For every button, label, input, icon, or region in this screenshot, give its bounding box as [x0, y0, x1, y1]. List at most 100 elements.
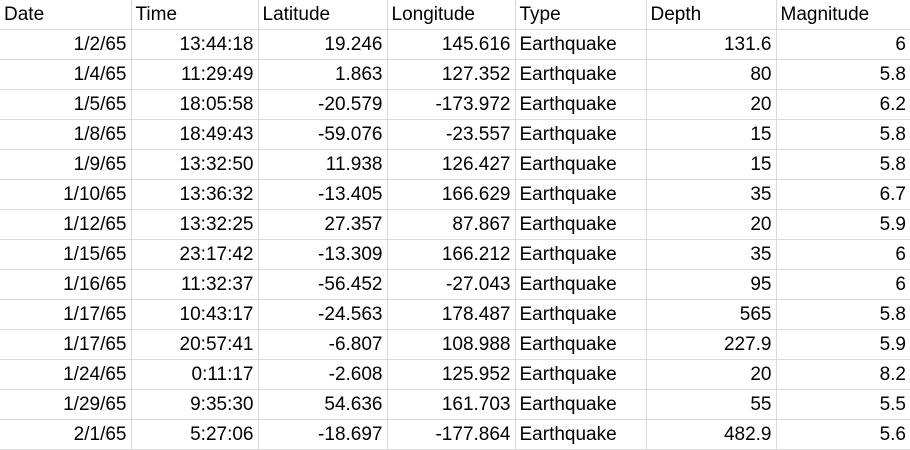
cell-depth[interactable]: 95 — [646, 269, 777, 300]
cell-longitude[interactable]: -173.972 — [387, 89, 516, 120]
cell-date[interactable]: 1/16/65 — [0, 269, 132, 300]
cell-magnitude[interactable]: 5.8 — [776, 149, 910, 180]
cell-date[interactable]: 1/29/65 — [0, 389, 132, 420]
cell-date[interactable]: 1/17/65 — [0, 329, 132, 360]
cell-time[interactable]: 11:32:37 — [131, 269, 259, 300]
cell-longitude[interactable]: 145.616 — [387, 29, 516, 60]
cell-depth[interactable]: 565 — [646, 299, 777, 330]
header-cell-latitude[interactable]: Latitude — [258, 0, 388, 30]
cell-type[interactable]: Earthquake — [515, 179, 647, 210]
cell-type[interactable]: Earthquake — [515, 389, 647, 420]
cell-time[interactable]: 10:43:17 — [131, 299, 259, 330]
cell-time[interactable]: 13:32:50 — [131, 149, 259, 180]
cell-latitude[interactable]: 27.357 — [258, 209, 388, 240]
cell-latitude[interactable]: 54.636 — [258, 389, 388, 420]
cell-type[interactable]: Earthquake — [515, 29, 647, 60]
cell-depth[interactable]: 15 — [646, 149, 777, 180]
cell-longitude[interactable]: 125.952 — [387, 359, 516, 390]
cell-date[interactable]: 1/9/65 — [0, 149, 132, 180]
header-cell-date[interactable]: Date — [0, 0, 132, 30]
cell-date[interactable]: 1/10/65 — [0, 179, 132, 210]
cell-magnitude[interactable]: 5.5 — [776, 389, 910, 420]
header-cell-type[interactable]: Type — [515, 0, 647, 30]
cell-type[interactable]: Earthquake — [515, 269, 647, 300]
cell-longitude[interactable]: 127.352 — [387, 59, 516, 90]
cell-longitude[interactable]: -177.864 — [387, 419, 516, 450]
cell-magnitude[interactable]: 5.8 — [776, 119, 910, 150]
cell-magnitude[interactable]: 6 — [776, 269, 910, 300]
cell-latitude[interactable]: -56.452 — [258, 269, 388, 300]
cell-depth[interactable]: 15 — [646, 119, 777, 150]
cell-magnitude[interactable]: 6.2 — [776, 89, 910, 120]
cell-depth[interactable]: 131.6 — [646, 29, 777, 60]
cell-date[interactable]: 1/8/65 — [0, 119, 132, 150]
cell-depth[interactable]: 482.9 — [646, 419, 777, 450]
cell-longitude[interactable]: 126.427 — [387, 149, 516, 180]
cell-type[interactable]: Earthquake — [515, 329, 647, 360]
cell-time[interactable]: 11:29:49 — [131, 59, 259, 90]
cell-date[interactable]: 2/1/65 — [0, 419, 132, 450]
cell-longitude[interactable]: 108.988 — [387, 329, 516, 360]
cell-latitude[interactable]: 19.246 — [258, 29, 388, 60]
cell-time[interactable]: 13:32:25 — [131, 209, 259, 240]
header-cell-depth[interactable]: Depth — [646, 0, 777, 30]
cell-magnitude[interactable]: 5.8 — [776, 59, 910, 90]
cell-depth[interactable]: 80 — [646, 59, 777, 90]
cell-magnitude[interactable]: 5.9 — [776, 209, 910, 240]
cell-time[interactable]: 13:44:18 — [131, 29, 259, 60]
cell-time[interactable]: 20:57:41 — [131, 329, 259, 360]
cell-latitude[interactable]: -13.309 — [258, 239, 388, 270]
cell-time[interactable]: 18:05:58 — [131, 89, 259, 120]
cell-type[interactable]: Earthquake — [515, 359, 647, 390]
cell-magnitude[interactable]: 6.7 — [776, 179, 910, 210]
cell-type[interactable]: Earthquake — [515, 239, 647, 270]
cell-magnitude[interactable]: 6 — [776, 29, 910, 60]
cell-magnitude[interactable]: 5.9 — [776, 329, 910, 360]
cell-type[interactable]: Earthquake — [515, 59, 647, 90]
cell-longitude[interactable]: 161.703 — [387, 389, 516, 420]
cell-magnitude[interactable]: 6 — [776, 239, 910, 270]
header-cell-time[interactable]: Time — [131, 0, 259, 30]
cell-date[interactable]: 1/2/65 — [0, 29, 132, 60]
cell-type[interactable]: Earthquake — [515, 149, 647, 180]
cell-magnitude[interactable]: 5.8 — [776, 299, 910, 330]
cell-longitude[interactable]: 166.212 — [387, 239, 516, 270]
cell-longitude[interactable]: 166.629 — [387, 179, 516, 210]
cell-type[interactable]: Earthquake — [515, 89, 647, 120]
cell-time[interactable]: 5:27:06 — [131, 419, 259, 450]
cell-type[interactable]: Earthquake — [515, 299, 647, 330]
cell-type[interactable]: Earthquake — [515, 419, 647, 450]
cell-time[interactable]: 0:11:17 — [131, 359, 259, 390]
cell-depth[interactable]: 35 — [646, 179, 777, 210]
cell-depth[interactable]: 20 — [646, 89, 777, 120]
cell-latitude[interactable]: -6.807 — [258, 329, 388, 360]
cell-latitude[interactable]: 1.863 — [258, 59, 388, 90]
cell-longitude[interactable]: -23.557 — [387, 119, 516, 150]
cell-date[interactable]: 1/17/65 — [0, 299, 132, 330]
cell-latitude[interactable]: -59.076 — [258, 119, 388, 150]
cell-date[interactable]: 1/5/65 — [0, 89, 132, 120]
cell-depth[interactable]: 55 — [646, 389, 777, 420]
cell-depth[interactable]: 35 — [646, 239, 777, 270]
cell-time[interactable]: 18:49:43 — [131, 119, 259, 150]
cell-time[interactable]: 23:17:42 — [131, 239, 259, 270]
cell-latitude[interactable]: -20.579 — [258, 89, 388, 120]
cell-latitude[interactable]: -13.405 — [258, 179, 388, 210]
cell-depth[interactable]: 20 — [646, 359, 777, 390]
cell-longitude[interactable]: -27.043 — [387, 269, 516, 300]
cell-date[interactable]: 1/15/65 — [0, 239, 132, 270]
cell-latitude[interactable]: -24.563 — [258, 299, 388, 330]
cell-latitude[interactable]: -18.697 — [258, 419, 388, 450]
cell-time[interactable]: 9:35:30 — [131, 389, 259, 420]
cell-date[interactable]: 1/4/65 — [0, 59, 132, 90]
cell-magnitude[interactable]: 5.6 — [776, 419, 910, 450]
cell-magnitude[interactable]: 8.2 — [776, 359, 910, 390]
cell-latitude[interactable]: -2.608 — [258, 359, 388, 390]
cell-date[interactable]: 1/12/65 — [0, 209, 132, 240]
cell-depth[interactable]: 20 — [646, 209, 777, 240]
cell-longitude[interactable]: 178.487 — [387, 299, 516, 330]
header-cell-longitude[interactable]: Longitude — [387, 0, 516, 30]
cell-type[interactable]: Earthquake — [515, 209, 647, 240]
cell-date[interactable]: 1/24/65 — [0, 359, 132, 390]
cell-depth[interactable]: 227.9 — [646, 329, 777, 360]
